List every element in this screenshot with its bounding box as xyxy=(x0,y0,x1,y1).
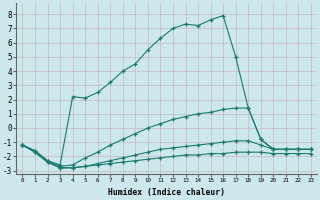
X-axis label: Humidex (Indice chaleur): Humidex (Indice chaleur) xyxy=(108,188,225,197)
